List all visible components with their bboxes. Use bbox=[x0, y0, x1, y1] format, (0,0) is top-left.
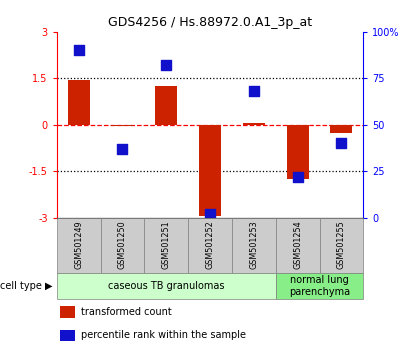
Text: normal lung
parenchyma: normal lung parenchyma bbox=[289, 275, 350, 297]
Point bbox=[119, 146, 126, 152]
Point bbox=[338, 141, 345, 146]
Bar bbox=[111, 125, 134, 126]
Bar bbox=[276, 273, 363, 299]
Text: GSM501254: GSM501254 bbox=[293, 221, 302, 269]
Bar bbox=[57, 218, 100, 273]
Bar bbox=[243, 122, 265, 125]
Bar bbox=[320, 218, 363, 273]
Point bbox=[250, 88, 257, 94]
Bar bbox=[57, 273, 276, 299]
Text: GSM501252: GSM501252 bbox=[205, 221, 215, 269]
Bar bbox=[60, 330, 75, 341]
Text: cell type ▶: cell type ▶ bbox=[0, 281, 52, 291]
Bar bbox=[155, 86, 177, 125]
Point bbox=[163, 63, 170, 68]
Text: caseous TB granulomas: caseous TB granulomas bbox=[108, 281, 224, 291]
Point bbox=[294, 174, 301, 180]
Point bbox=[75, 48, 82, 53]
Title: GDS4256 / Hs.88972.0.A1_3p_at: GDS4256 / Hs.88972.0.A1_3p_at bbox=[108, 16, 312, 29]
Bar bbox=[232, 218, 276, 273]
Text: GSM501255: GSM501255 bbox=[337, 221, 346, 269]
Text: GSM501250: GSM501250 bbox=[118, 221, 127, 269]
Text: percentile rank within the sample: percentile rank within the sample bbox=[81, 330, 246, 340]
Text: transformed count: transformed count bbox=[81, 307, 172, 317]
Point bbox=[207, 211, 213, 217]
Bar bbox=[68, 80, 89, 125]
Bar bbox=[287, 125, 309, 179]
Text: GSM501249: GSM501249 bbox=[74, 221, 83, 269]
Bar bbox=[144, 218, 188, 273]
Bar bbox=[276, 218, 320, 273]
Bar bbox=[331, 125, 352, 132]
Text: GSM501251: GSM501251 bbox=[162, 221, 171, 269]
Bar bbox=[60, 307, 75, 318]
Bar bbox=[100, 218, 144, 273]
Bar bbox=[199, 125, 221, 216]
Bar bbox=[188, 218, 232, 273]
Text: GSM501253: GSM501253 bbox=[249, 221, 258, 269]
